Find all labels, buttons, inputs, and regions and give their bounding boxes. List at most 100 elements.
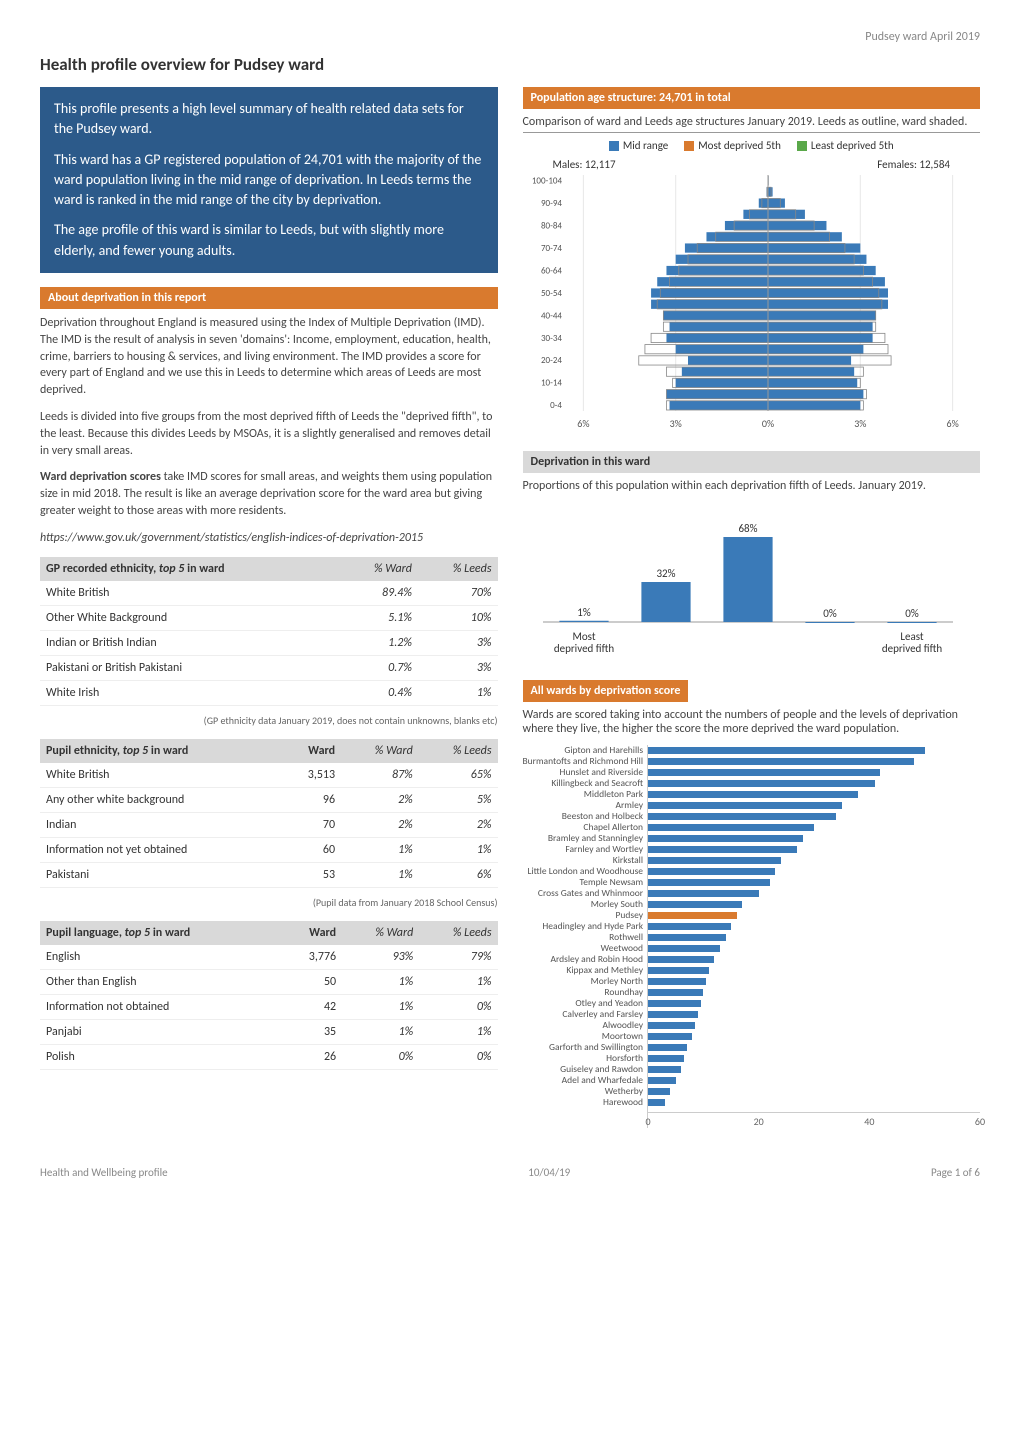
about-deprivation-p1: Deprivation throughout England is measur… (40, 315, 498, 399)
svg-text:0%: 0% (761, 417, 773, 430)
row-label: Information not obtained (40, 994, 281, 1019)
table-row: White British89.4%70% (40, 581, 498, 606)
row-label: Indian or British Indian (40, 630, 339, 655)
row-label: Other White Background (40, 605, 339, 630)
pupil-eth-col2: % Ward (341, 739, 419, 763)
ward-bar-row (648, 888, 980, 899)
pupil-eth-header: Pupil ethnicity, top 5 in ward (40, 739, 280, 763)
table-row: Other White Background5.1%10% (40, 605, 498, 630)
row-value: 0% (419, 994, 497, 1019)
pyramid-top-labels: Males: 12,117 Females: 12,584 (523, 158, 981, 171)
row-label: White British (40, 581, 339, 606)
wards-labels: Gipton and HarehillsBurmantofts and Rich… (523, 745, 648, 1128)
table-row: White Irish0.4%1% (40, 680, 498, 705)
table-row: Panjabi351%1% (40, 1019, 498, 1044)
x-tick: 40 (864, 1115, 874, 1128)
males-label: Males: 12,117 (553, 158, 616, 171)
ward-bar-row (648, 1086, 980, 1097)
row-value: 3% (418, 655, 498, 680)
ward-bar (648, 857, 781, 864)
ward-bar-row (648, 789, 980, 800)
svg-text:60-64: 60-64 (540, 265, 561, 276)
table-row: English3,77693%79% (40, 945, 498, 970)
ward-bar (648, 934, 725, 941)
legend-label: Most deprived 5th (698, 139, 781, 152)
ward-bar-row (648, 1031, 980, 1042)
pupil-ethnicity-table: Pupil ethnicity, top 5 in ward Ward % Wa… (40, 739, 498, 888)
row-value: 1.2% (339, 630, 418, 655)
ward-bar-row (648, 866, 980, 877)
row-value: 10% (418, 605, 498, 630)
left-column: This profile presents a high level summa… (40, 87, 498, 1142)
row-value: 79% (419, 945, 497, 970)
row-value: 53 (280, 862, 341, 887)
row-value: 1% (419, 969, 497, 994)
table-row: Indian or British Indian1.2%3% (40, 630, 498, 655)
ward-bar (648, 835, 803, 842)
ward-bar (648, 1055, 684, 1062)
svg-text:0%: 0% (823, 607, 837, 620)
row-label: White Irish (40, 680, 339, 705)
ward-bar (648, 912, 737, 919)
ward-bar (648, 901, 742, 908)
right-column: Population age structure: 24,701 in tota… (523, 87, 981, 1142)
svg-text:32%: 32% (656, 567, 675, 580)
females-label: Females: 12,584 (877, 158, 950, 171)
gp-eth-note: (GP ethnicity data January 2019, does no… (40, 714, 498, 727)
ward-bar-row (648, 800, 980, 811)
ward-bar (648, 1088, 670, 1095)
row-label: Any other white background (40, 787, 280, 812)
wards-chart-wrap: Gipton and HarehillsBurmantofts and Rich… (523, 745, 981, 1128)
svg-text:20-24: 20-24 (540, 355, 561, 366)
x-tick: 0 (646, 1115, 651, 1128)
ward-bar-row (648, 1042, 980, 1053)
population-legend: Mid rangeMost deprived 5thLeast deprived… (523, 139, 981, 152)
ward-bar (648, 1000, 701, 1007)
ward-bar-row (648, 833, 980, 844)
page-header-right: Pudsey ward April 2019 (40, 30, 980, 44)
footer-right: Page 1 of 6 (931, 1166, 980, 1179)
all-wards-subtitle: Wards are scored taking into account the… (523, 708, 981, 739)
all-wards-header: All wards by deprivation score (523, 680, 689, 702)
svg-text:0-4: 0-4 (550, 400, 562, 411)
pupil-eth-col1: Ward (280, 739, 341, 763)
ward-bar-row (648, 877, 980, 888)
ward-bar-row (648, 811, 980, 822)
about-deprivation-bold-lead: Ward deprivation scores (40, 470, 161, 484)
svg-text:3%: 3% (854, 417, 866, 430)
svg-text:40-44: 40-44 (540, 310, 561, 321)
ward-bar (648, 802, 842, 809)
row-value: 0% (342, 1044, 419, 1069)
ward-bar (648, 879, 770, 886)
row-value: 1% (341, 837, 419, 862)
row-value: 1% (418, 680, 498, 705)
ward-bar-row (648, 1020, 980, 1031)
ward-bar-row (648, 756, 980, 767)
table-row: White British3,51387%65% (40, 763, 498, 788)
svg-text:6%: 6% (946, 417, 958, 430)
population-chart-header: Population age structure: 24,701 in tota… (523, 87, 981, 109)
table-row: Any other white background962%5% (40, 787, 498, 812)
ward-bar-row (648, 1064, 980, 1075)
ward-bar (648, 978, 706, 985)
row-label: Pakistani or British Pakistani (40, 655, 339, 680)
svg-text:3%: 3% (669, 417, 681, 430)
row-value: 70 (280, 812, 341, 837)
row-label: Information not yet obtained (40, 837, 280, 862)
row-value: 60 (280, 837, 341, 862)
row-value: 0.4% (339, 680, 418, 705)
legend-swatch (797, 141, 807, 151)
legend-item: Least deprived 5th (797, 139, 894, 152)
ward-bar-row (648, 855, 980, 866)
ward-bar (648, 791, 858, 798)
row-value: 2% (341, 812, 419, 837)
ward-bar-row (648, 965, 980, 976)
row-value: 1% (342, 1019, 419, 1044)
population-pyramid-svg: 100-10490-9480-8470-7460-6450-5440-4430-… (523, 173, 973, 433)
svg-text:deprived fifth: deprived fifth (881, 642, 942, 655)
ward-bar-row (648, 1097, 980, 1108)
row-value: 5.1% (339, 605, 418, 630)
ward-bar (648, 813, 836, 820)
row-value: 65% (419, 763, 498, 788)
ward-bar (648, 923, 731, 930)
